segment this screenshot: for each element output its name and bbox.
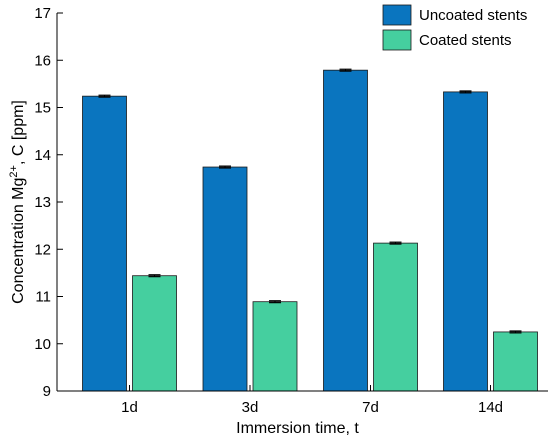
x-tick-label-7d: 7d <box>362 399 379 416</box>
y-tick-label: 17 <box>34 5 51 22</box>
bar-coated-3d <box>252 301 298 392</box>
y-tick-label: 13 <box>34 194 51 211</box>
bar-uncoated-7d <box>323 69 368 392</box>
bar-uncoated-1d <box>82 95 127 392</box>
legend: Uncoated stents Coated stents <box>382 4 527 51</box>
x-tick-label-3d: 3d <box>242 399 259 416</box>
y-tick-label: 15 <box>34 100 51 117</box>
legend-label-coated: Coated stents <box>419 32 512 49</box>
bar-coated-7d <box>373 242 418 392</box>
x-tick-label-14d: 14d <box>478 399 503 416</box>
y-tick-label: 11 <box>35 289 51 306</box>
x-axis-title: Immersion time, t <box>236 420 359 437</box>
error-bars-group <box>98 68 522 334</box>
y-axis-title-suffix: , C [ppm] <box>10 100 27 165</box>
y-ticks-group: 9 10 11 12 13 14 15 16 17 <box>34 5 63 400</box>
y-tick-label: 16 <box>34 52 51 69</box>
bar-uncoated-14d <box>443 91 488 392</box>
y-tick-label: 12 <box>34 241 51 258</box>
y-tick-label: 10 <box>34 336 51 353</box>
y-tick-label: 9 <box>43 383 51 400</box>
legend-label-uncoated: Uncoated stents <box>419 7 527 24</box>
legend-swatch-coated <box>382 29 412 51</box>
legend-swatch-uncoated <box>382 4 412 26</box>
y-axis-title-superscript: 2+ <box>8 165 20 178</box>
bar-coated-1d <box>132 275 177 392</box>
bar-uncoated-3d <box>202 166 248 392</box>
y-axis-title-prefix: Concentration Mg <box>10 178 27 304</box>
bar-coated-14d <box>493 331 538 392</box>
x-tick-label-1d: 1d <box>121 399 138 416</box>
bars-group <box>82 69 538 392</box>
y-axis-title: Concentration Mg2+, C [ppm] <box>8 100 27 304</box>
y-tick-label: 14 <box>34 147 51 164</box>
x-ticks-group: 1d 3d 7d 14d <box>121 385 503 416</box>
